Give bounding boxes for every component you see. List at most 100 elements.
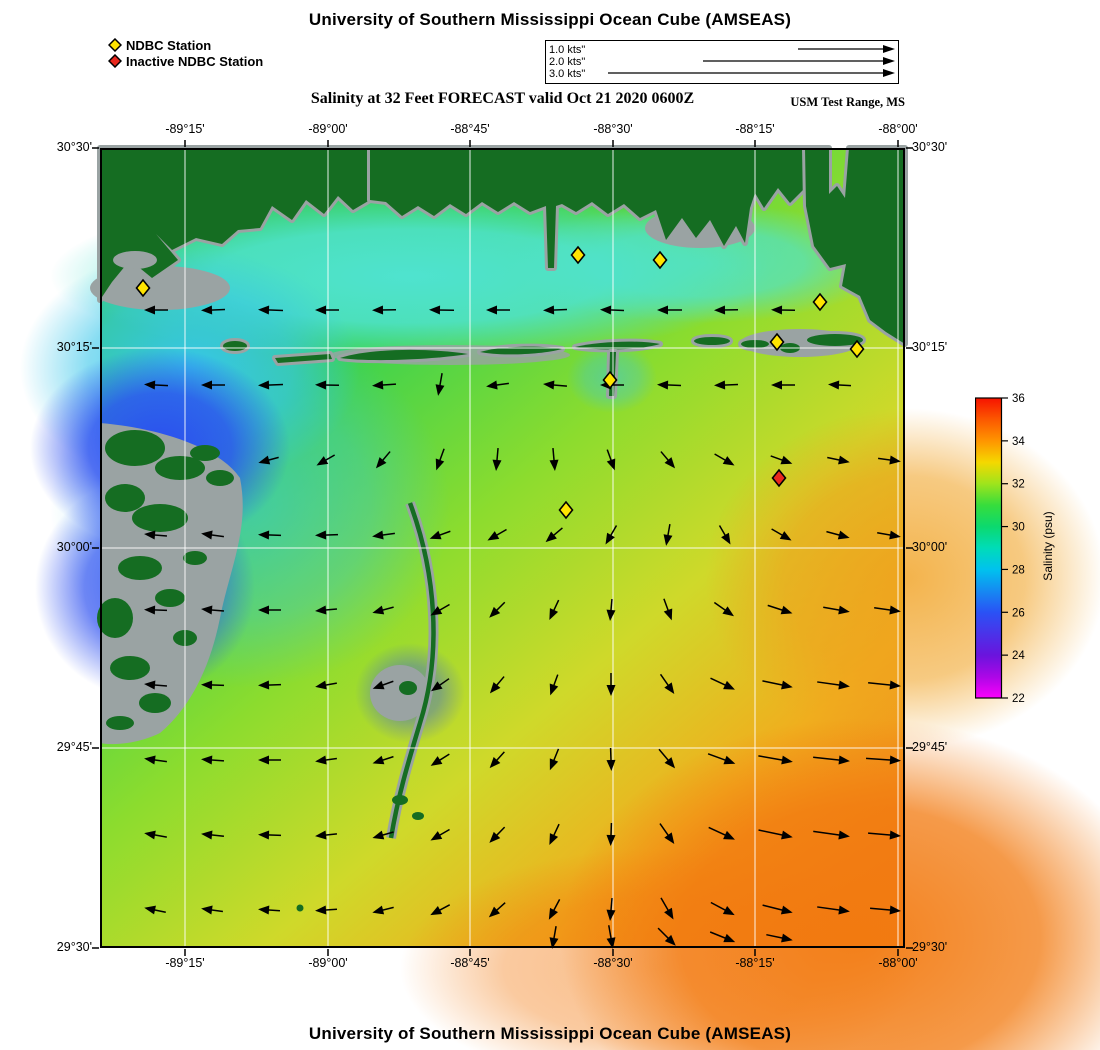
current-vector — [874, 605, 901, 615]
vector-tail — [437, 530, 451, 537]
colorbar-tick-label: 34 — [1012, 436, 1025, 448]
current-vector — [826, 530, 850, 540]
vector-tail — [610, 598, 613, 613]
current-vector — [771, 380, 795, 390]
current-vector — [549, 599, 560, 620]
vector-arrowhead-icon — [838, 830, 850, 840]
current-vector — [144, 605, 168, 615]
vector-arrowhead-icon — [664, 832, 675, 845]
current-vector — [315, 605, 338, 615]
x-axis-label-bottom: -89°00' — [308, 956, 348, 970]
island-dauphin — [572, 338, 663, 353]
vector-arrowhead-icon — [315, 530, 327, 540]
vector-arrowhead-icon — [780, 905, 793, 915]
vector-tail — [323, 608, 338, 611]
vector-tail — [266, 309, 284, 312]
current-vector — [258, 680, 282, 690]
vector-arrowhead-icon — [144, 680, 156, 690]
vector-arrowhead-icon — [372, 905, 385, 915]
vector-tail — [608, 925, 613, 941]
vector-arrowhead-icon — [714, 305, 726, 315]
vector-arrowhead-icon — [781, 933, 793, 943]
vector-tail — [152, 833, 167, 838]
vector-tail — [877, 532, 893, 537]
y-axis-label-right: 30°00' — [912, 540, 948, 554]
vector-tail — [813, 756, 842, 761]
vector-tail — [710, 901, 728, 912]
vector-tail — [495, 902, 506, 912]
land-layer — [90, 145, 908, 912]
current-vector — [429, 530, 451, 540]
mid-shoal — [370, 665, 430, 721]
vector-scale-border — [545, 40, 899, 84]
vector-arrowhead-icon — [723, 755, 736, 765]
vector-arrowhead-icon — [549, 459, 559, 471]
vector-arrowhead-icon — [657, 380, 669, 390]
vector-tail — [823, 606, 842, 612]
vector-arrowhead-icon — [144, 530, 156, 540]
current-vector — [545, 527, 563, 543]
current-vector — [144, 680, 168, 690]
current-vector — [258, 905, 281, 915]
vector-arrowhead-icon — [258, 380, 270, 390]
island-ne-1 — [691, 334, 733, 348]
vector-tail — [494, 528, 507, 537]
vector-tail — [771, 528, 785, 537]
island-horn — [337, 346, 471, 364]
vector-arrowhead-icon — [429, 530, 442, 540]
vector-tail — [709, 931, 728, 940]
vector-arrowhead-icon — [545, 531, 557, 543]
vector-tail — [766, 933, 785, 940]
vector-arrowhead-icon — [722, 456, 735, 466]
island-ne-4 — [804, 331, 866, 349]
vector-tail — [380, 906, 394, 912]
current-vector — [315, 530, 339, 540]
legend-ndbc-label: NDBC Station — [126, 37, 212, 53]
current-vector — [489, 751, 505, 769]
current-vector — [868, 830, 901, 840]
current-vector — [201, 755, 225, 765]
current-vector — [315, 755, 337, 765]
current-vector — [606, 673, 616, 696]
vector-arrowhead-icon — [600, 305, 612, 315]
x-axis-label-bottom: -88°30' — [593, 956, 633, 970]
vector-tail — [381, 451, 391, 463]
current-vector — [606, 925, 616, 949]
station-layer — [135, 245, 865, 520]
current-vector — [315, 380, 340, 390]
vector-tail — [437, 678, 450, 687]
colorbar-tick-label: 32 — [1012, 479, 1025, 491]
vector-tail — [551, 308, 568, 311]
forecast-subtitle: Salinity at 32 Feet FORECAST valid Oct 2… — [310, 90, 695, 107]
inactive-ndbc-station-diamond-shape — [108, 54, 122, 68]
vector-arrowhead-icon — [144, 905, 156, 915]
current-vector — [606, 747, 616, 771]
current-vector — [489, 676, 505, 694]
vector-tail — [552, 447, 555, 463]
vector-tail — [762, 680, 785, 687]
vector-tail — [866, 757, 893, 761]
current-vector — [714, 380, 739, 390]
vector-arrowhead-icon — [201, 680, 213, 690]
vector-arrowhead-icon — [781, 830, 793, 840]
vector-arrowhead-icon — [144, 380, 156, 390]
current-vector — [315, 680, 337, 690]
current-vector — [430, 603, 450, 616]
current-vector — [486, 380, 509, 390]
current-vector — [657, 380, 682, 390]
vector-tail — [152, 758, 167, 763]
vector-tail — [666, 524, 671, 538]
vector-tail — [718, 525, 727, 538]
current-vector — [372, 830, 394, 840]
current-vector — [605, 525, 618, 545]
current-vector — [430, 828, 450, 841]
x-axis-label-bottom: -88°15' — [735, 956, 775, 970]
vector-tail — [323, 908, 338, 911]
colorbar-tick-label: 22 — [1012, 693, 1025, 705]
map-area[interactable]: -89°15' -89°15' -89°00' -89°00' -88°45' -88°4… — [20, 122, 1100, 1050]
current-vector — [762, 680, 793, 690]
legend-ndbc-station: NDBC Station — [108, 37, 263, 53]
vector-arrowhead-icon — [487, 531, 500, 541]
vector-tail — [152, 534, 168, 537]
vector-arrowhead-icon — [549, 608, 559, 620]
